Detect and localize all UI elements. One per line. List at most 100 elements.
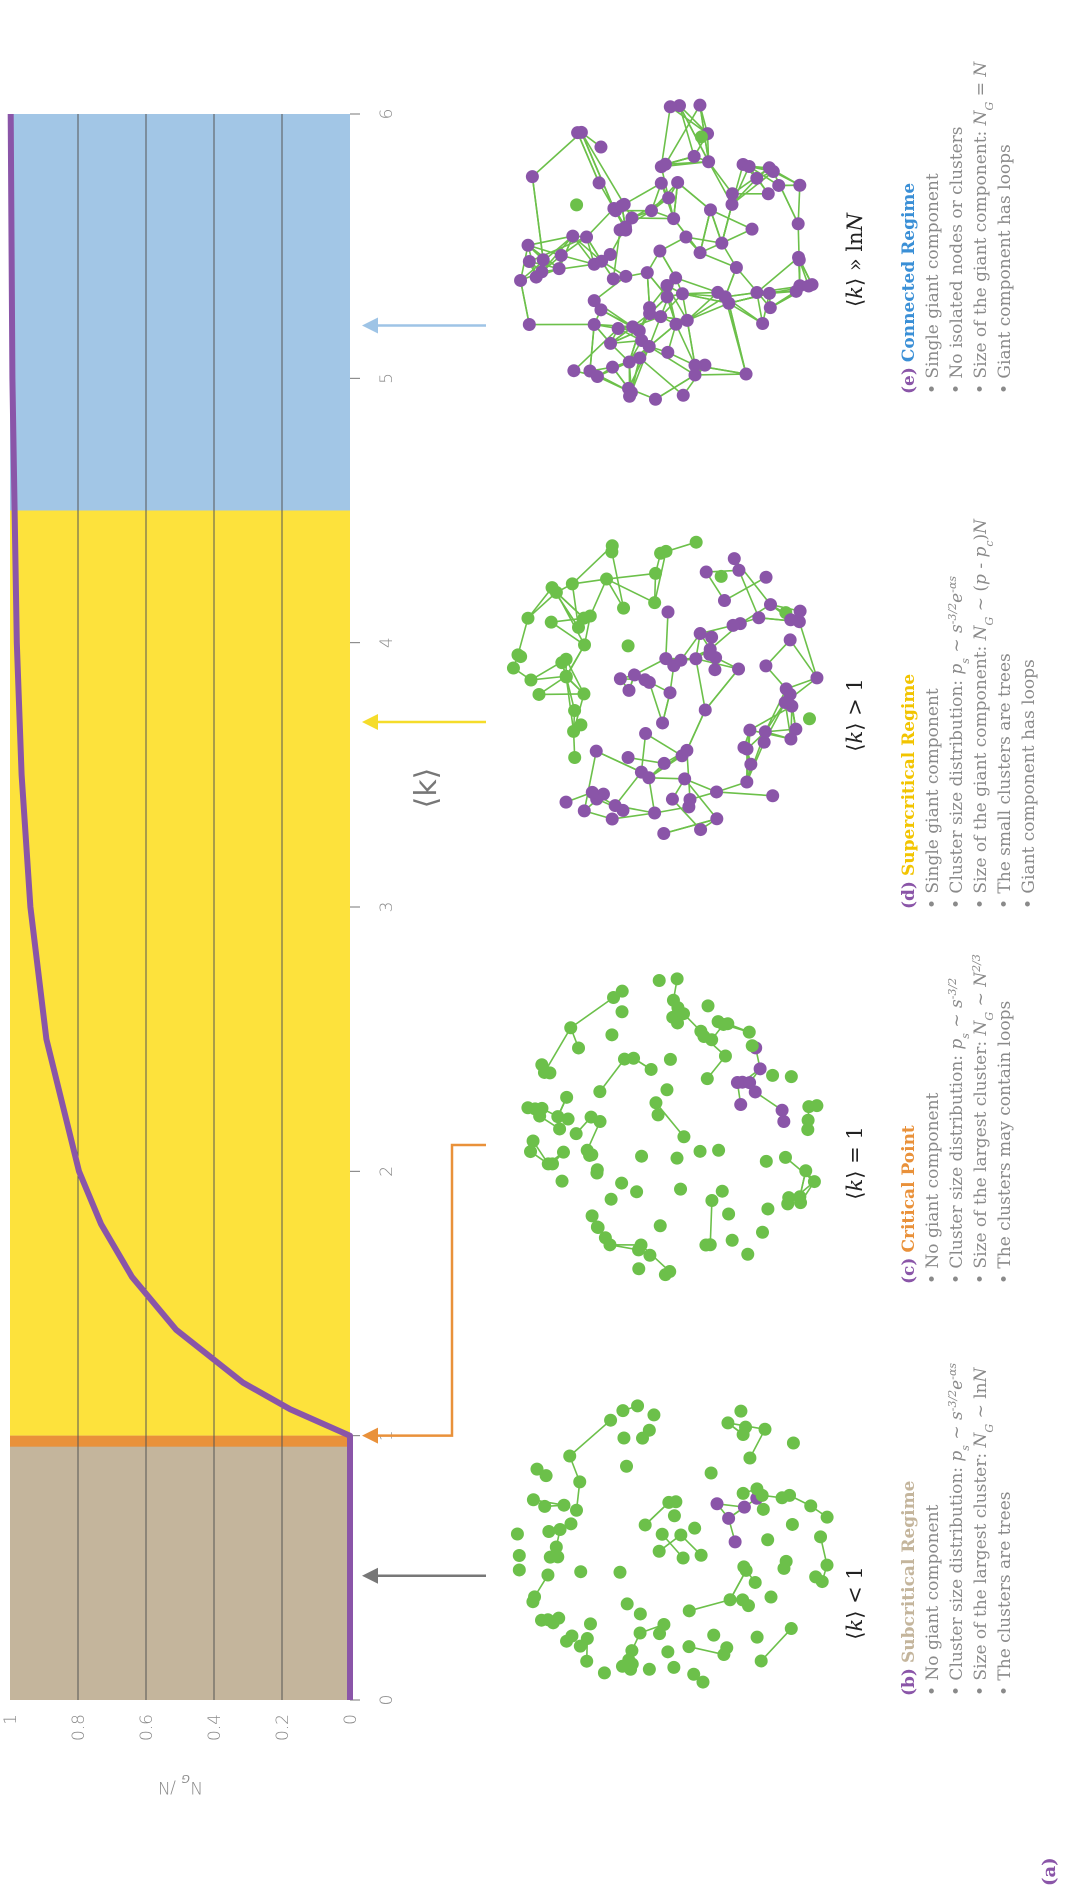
network-edge xyxy=(716,791,773,797)
text-segment: - xyxy=(971,558,991,575)
network-node xyxy=(574,1565,588,1579)
network-node xyxy=(556,1145,570,1159)
network-node xyxy=(543,1550,557,1564)
bullet: • Single giant component xyxy=(923,173,943,394)
network-node xyxy=(675,287,689,301)
network-node xyxy=(525,170,539,184)
network-node xyxy=(615,1005,629,1019)
network-node xyxy=(633,1607,647,1621)
text-segment: -3/2 xyxy=(946,603,959,624)
network-node xyxy=(718,290,732,304)
text-segment: k xyxy=(843,286,867,299)
regime-name: Critical Point xyxy=(899,1125,919,1252)
network-node xyxy=(605,812,619,826)
network-node xyxy=(756,317,770,331)
network-node xyxy=(786,1436,800,1450)
network-node xyxy=(726,618,740,632)
network-node xyxy=(605,1028,619,1042)
text-segment: p xyxy=(971,574,991,585)
regime-name: Supercritical Regime xyxy=(899,674,919,876)
text-segment: • Size of the giant component: xyxy=(971,640,991,909)
network-edge xyxy=(585,207,615,238)
network-node xyxy=(802,712,816,726)
network-node xyxy=(552,1611,566,1625)
network-node xyxy=(721,1416,735,1430)
network-edge xyxy=(631,217,674,220)
network-node xyxy=(571,620,585,634)
network-node xyxy=(619,269,633,283)
network-node xyxy=(711,1015,725,1029)
network-node xyxy=(737,1500,751,1514)
network-node xyxy=(563,1449,577,1463)
network-edge xyxy=(764,688,787,733)
network-node xyxy=(659,652,673,666)
network-node xyxy=(649,566,663,580)
network-node xyxy=(597,1666,611,1680)
network-node xyxy=(782,1191,796,1205)
network-node xyxy=(740,742,754,756)
network-node xyxy=(644,204,658,218)
text-segment: ~ ln xyxy=(971,1382,991,1423)
network-node xyxy=(655,1527,669,1541)
network-edge xyxy=(710,209,753,230)
bullet: • Single giant component xyxy=(923,688,943,909)
network-node xyxy=(703,203,717,217)
x-tick-label: 0 xyxy=(377,1695,397,1706)
network-node xyxy=(605,545,619,559)
text-segment: e xyxy=(947,593,967,603)
text-segment: s xyxy=(959,1445,972,1451)
network-node xyxy=(643,1248,657,1262)
network-node xyxy=(587,294,601,308)
network-node xyxy=(669,317,683,331)
bullet: • Giant component has loops xyxy=(995,144,1015,394)
network-node xyxy=(574,718,588,732)
regime-name: Subcritical Regime xyxy=(899,1480,919,1663)
network-edge xyxy=(686,320,696,366)
network-node xyxy=(775,1103,789,1117)
network-node xyxy=(717,1648,731,1662)
network-node xyxy=(799,1164,813,1178)
network-node xyxy=(642,771,656,785)
network-node xyxy=(616,1404,630,1418)
text-segment: s xyxy=(947,999,967,1008)
text-segment: • Size of the giant component: xyxy=(971,125,991,394)
text-segment: N xyxy=(971,61,991,78)
text-segment: 2/3 xyxy=(970,954,983,973)
network-edge xyxy=(724,576,767,602)
network-node xyxy=(750,171,764,185)
network-node xyxy=(764,598,778,612)
network-node xyxy=(761,187,775,201)
network-node xyxy=(807,1175,821,1189)
network-node xyxy=(630,1185,644,1199)
network-node xyxy=(639,727,653,741)
k-label: ⟨k⟩ » lnN xyxy=(843,212,867,307)
network-node xyxy=(676,1551,690,1565)
network-node xyxy=(701,999,715,1013)
network-node xyxy=(572,1041,586,1055)
network-node xyxy=(804,1499,818,1513)
k-label: ⟨k⟩ = 1 xyxy=(843,1126,867,1199)
network-node xyxy=(809,1570,823,1584)
network-node xyxy=(688,368,702,382)
network-edge xyxy=(738,569,760,619)
network-node xyxy=(564,1517,578,1531)
network-node xyxy=(745,222,759,236)
text-segment: • Single giant component xyxy=(923,173,943,394)
network-node xyxy=(789,722,803,736)
text-segment: ⟨ xyxy=(843,1632,867,1640)
text-segment: e xyxy=(947,1380,967,1390)
network-node xyxy=(750,1630,764,1644)
network-edge xyxy=(695,658,707,711)
network-node xyxy=(784,1070,798,1084)
network-node xyxy=(651,1108,665,1122)
text-segment: • No giant component xyxy=(923,1504,943,1696)
network-node xyxy=(577,804,591,818)
network-edge xyxy=(573,327,619,372)
text-segment: ⟩ » ln xyxy=(843,231,867,286)
text-segment: N xyxy=(843,212,867,232)
network-node xyxy=(759,570,773,584)
network-node xyxy=(754,1654,768,1668)
network-node xyxy=(583,1617,597,1631)
regime-letter: (c) xyxy=(899,1258,919,1284)
